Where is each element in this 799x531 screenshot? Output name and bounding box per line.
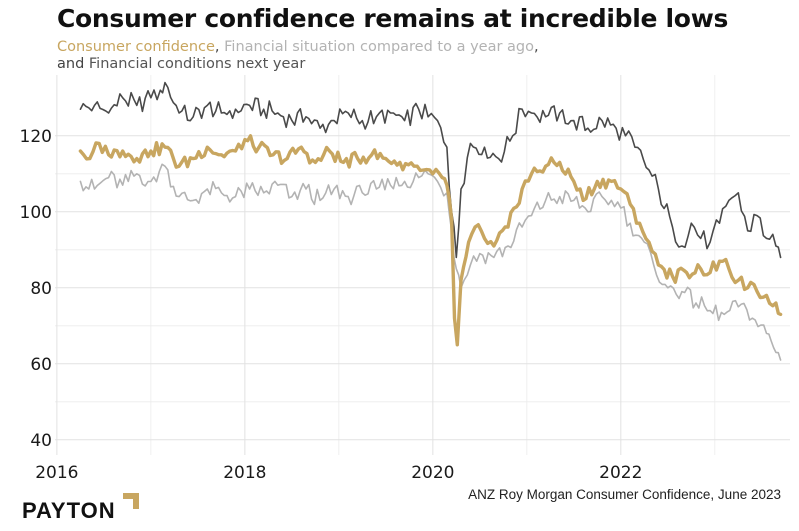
series-consumer-confidence-line [78,134,783,347]
chart-title: Consumer confidence remains at incredibl… [57,4,729,33]
x-tick-label: 2020 [411,463,454,483]
legend-consumer-confidence: Consumer confidence [57,39,215,55]
corner-bracket-icon [123,493,139,509]
gridlines [55,75,790,455]
y-tick-label: 60 [30,355,52,375]
legend-separator: , [534,39,539,55]
y-tick-label: 120 [20,127,52,147]
legend-separator: , [214,39,220,55]
legend-financial-conditions: Financial conditions next year [88,56,306,72]
y-tick-label: 40 [30,431,52,451]
logo-text: PAYTON [22,498,116,523]
legend-financial-situation: Financial situation compared to a year a… [224,39,534,55]
series-financial-conditions-line [79,81,782,259]
payton-logo: PAYTON [22,498,116,524]
x-tick-label: 2016 [35,463,78,483]
source-caption: ANZ Roy Morgan Consumer Confidence, June… [468,487,781,502]
y-tick-label: 100 [20,203,52,223]
series-lines [78,81,783,361]
x-tick-label: 2018 [223,463,266,483]
chart-subtitle-legend: Consumer confidence, Financial situation… [57,39,539,73]
series-financial-situation-line [79,163,782,361]
x-tick-label: 2022 [599,463,642,483]
y-tick-label: 80 [30,279,52,299]
axis-tick-labels: 40 60 80 100 120 2016 2018 2020 2022 [20,127,643,483]
legend-connector: and [57,56,85,72]
